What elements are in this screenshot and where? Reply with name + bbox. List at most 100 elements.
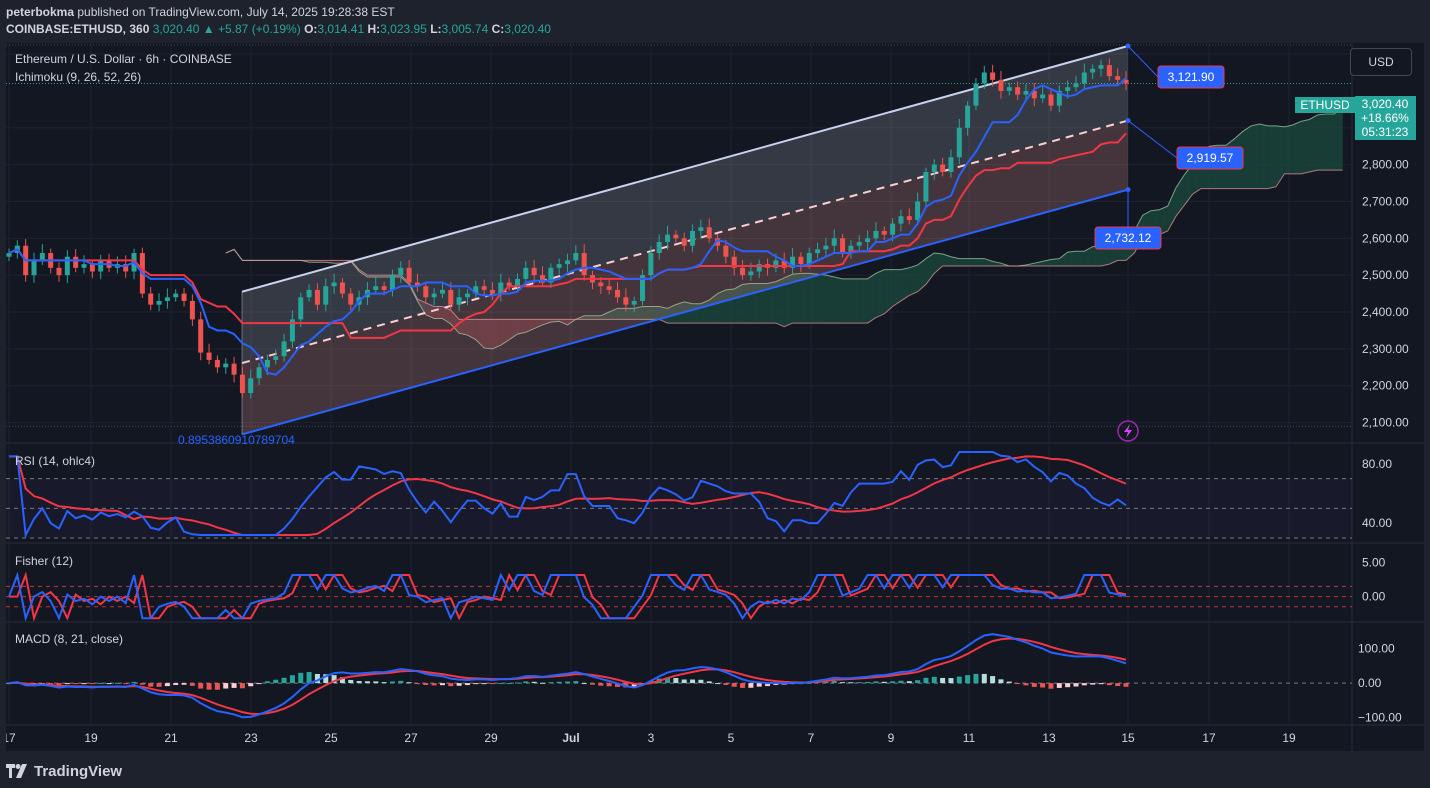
time-tick: 7 <box>808 731 815 745</box>
publish-info: peterbokma published on TradingView.com,… <box>6 5 395 19</box>
cloud-segment <box>584 315 593 320</box>
candle-body <box>123 264 129 272</box>
chart-svg[interactable]: 3,100.002,900.002,800.002,700.002,600.00… <box>6 43 1424 751</box>
macd-histogram-bar <box>556 681 562 684</box>
cloud-segment <box>500 319 510 346</box>
chart-container[interactable]: 3,100.002,900.002,800.002,700.002,600.00… <box>6 43 1424 751</box>
candle-body <box>548 267 554 283</box>
candle-body <box>798 256 804 265</box>
cloud-segment <box>925 253 935 285</box>
macd-histogram-bar <box>364 681 370 684</box>
callout-lower[interactable]: 2,732.12 <box>1094 226 1162 250</box>
cloud-segment <box>542 319 551 325</box>
author-name[interactable]: peterbokma <box>6 5 75 19</box>
candle-body <box>73 256 79 268</box>
candle-body <box>615 289 621 298</box>
candle-body <box>656 242 662 254</box>
candle-body <box>865 238 871 242</box>
candle-body <box>264 359 270 368</box>
candle-body <box>273 356 279 360</box>
cloud-segment <box>892 269 901 307</box>
candle-body <box>748 271 754 276</box>
candle-body <box>1090 68 1096 73</box>
price-tick: 2,200.00 <box>1362 379 1409 393</box>
macd-histogram-bar <box>898 680 904 684</box>
time-tick: 15 <box>1121 731 1135 745</box>
macd-title[interactable]: MACD (8, 21, close) <box>15 632 123 646</box>
rsi-title[interactable]: RSI (14, ohlc4) <box>15 454 95 468</box>
cloud-segment <box>684 301 693 324</box>
candle-body <box>214 359 220 368</box>
candle-body <box>1115 76 1121 80</box>
callout-leader-upper <box>1127 45 1159 78</box>
low-label: L: <box>430 22 442 36</box>
fisher-tick: 0.00 <box>1362 590 1386 604</box>
macd-histogram-bar <box>64 683 70 685</box>
callout-lower-text: 2,732.12 <box>1105 231 1152 245</box>
symbol-label[interactable]: COINBASE:ETHUSD, 360 <box>6 22 150 36</box>
macd-histogram-bar <box>423 683 429 686</box>
candle-body <box>248 378 254 394</box>
macd-histogram-bar <box>665 677 671 684</box>
ohlc-bar: COINBASE:ETHUSD, 360 3,020.40 ▲ +5.87 (+… <box>6 22 551 36</box>
macd-histogram-bar <box>489 683 495 685</box>
cloud-segment <box>1251 124 1260 189</box>
candle-body <box>431 293 437 298</box>
macd-histogram-bar <box>973 673 979 684</box>
currency-button[interactable]: USD <box>1350 48 1412 76</box>
macd-histogram-bar <box>706 681 712 684</box>
callout-upper[interactable]: 3,121.90 <box>1157 65 1225 89</box>
macd-histogram-bar <box>498 683 504 685</box>
cloud-segment <box>734 284 743 324</box>
fisher-title[interactable]: Fisher (12) <box>15 554 73 568</box>
cloud-segment <box>850 278 860 324</box>
candle-body <box>848 245 854 254</box>
cloud-segment <box>1067 251 1076 266</box>
candle-body <box>464 293 470 298</box>
ichimoku-label[interactable]: Ichimoku (9, 26, 52, 26) <box>15 70 141 84</box>
macd-histogram-bar <box>981 673 987 684</box>
macd-histogram-bar <box>173 683 179 685</box>
macd-histogram-bar <box>298 672 304 684</box>
candle-body <box>806 253 812 265</box>
cloud-segment <box>1184 163 1193 206</box>
macd-histogram-bar <box>564 681 571 684</box>
cloud-segment <box>1242 125 1252 189</box>
macd-histogram-bar <box>464 683 470 686</box>
candle-body <box>948 157 954 172</box>
candle-body <box>456 297 462 305</box>
cloud-segment <box>909 265 918 296</box>
cloud-segment <box>517 319 526 335</box>
candle-body <box>181 293 187 301</box>
macd-histogram-bar <box>281 677 287 684</box>
candle-body <box>398 267 404 276</box>
footer-brand[interactable]: TradingView <box>6 760 122 782</box>
channel-upper-fill <box>242 45 1128 364</box>
candle-body <box>731 256 737 268</box>
cloud-segment <box>792 273 801 324</box>
cloud-segment <box>634 306 643 320</box>
macd-histogram-bar <box>840 682 846 684</box>
macd-tick: −100.00 <box>1358 711 1402 725</box>
macd-histogram-bar <box>448 683 454 687</box>
cloud-segment <box>834 277 843 324</box>
macd-histogram-bar <box>406 682 412 684</box>
candle-body <box>665 234 671 242</box>
macd-histogram-bar <box>1123 683 1129 687</box>
macd-histogram-bar <box>339 677 345 684</box>
candle-body <box>790 256 796 268</box>
cloud-segment <box>1326 113 1335 171</box>
macd-histogram-bar <box>823 681 829 684</box>
candle-body <box>231 363 237 375</box>
tenkan-sen-line <box>8 77 1127 376</box>
macd-histogram-bar <box>1031 683 1037 687</box>
channel-lower-line <box>241 188 1129 436</box>
lightning-icon[interactable] <box>1117 420 1139 442</box>
time-tick: Jul <box>562 731 579 745</box>
candle-body <box>815 249 821 254</box>
callout-mid[interactable]: 2,919.57 <box>1176 146 1244 170</box>
cloud-segment <box>1284 124 1293 174</box>
cloud-segment <box>975 258 985 266</box>
candle-body <box>6 253 12 257</box>
candle-body <box>506 282 512 287</box>
